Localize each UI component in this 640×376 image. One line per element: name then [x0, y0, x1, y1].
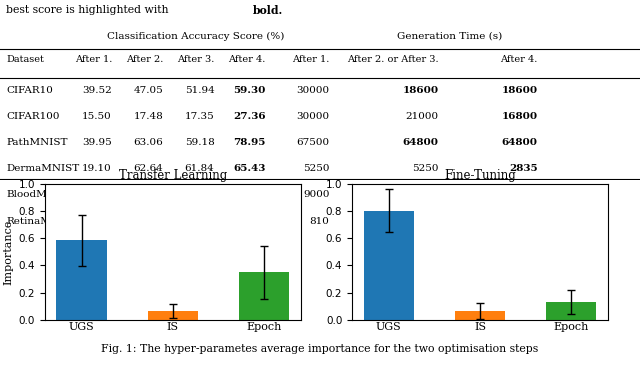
- Text: 9000: 9000: [303, 190, 330, 199]
- Text: 17.48: 17.48: [134, 112, 163, 121]
- Text: 18600: 18600: [403, 86, 438, 95]
- Text: best score is highlighted with: best score is highlighted with: [6, 5, 172, 15]
- Text: 64800: 64800: [403, 138, 438, 147]
- Text: 64800: 64800: [502, 138, 538, 147]
- Text: 2835: 2835: [509, 164, 538, 173]
- Text: 47.45: 47.45: [233, 217, 266, 226]
- Text: PathMNIST: PathMNIST: [6, 138, 68, 147]
- Text: 74.97: 74.97: [134, 190, 163, 199]
- Text: 17.35: 17.35: [185, 112, 214, 121]
- Text: After 2. or After 3.: After 2. or After 3.: [347, 55, 438, 64]
- Text: After 4.: After 4.: [500, 55, 538, 64]
- Text: 5250: 5250: [303, 164, 330, 173]
- Bar: [239, 272, 289, 320]
- Text: 18600: 18600: [502, 86, 538, 95]
- Text: 16800: 16800: [502, 112, 538, 121]
- Text: After 2.: After 2.: [126, 55, 163, 64]
- Text: Fig. 1: The hyper-parametes average importance for the two optimisation steps: Fig. 1: The hyper-parametes average impo…: [101, 344, 539, 354]
- Bar: [56, 240, 107, 320]
- Text: 78.95: 78.95: [233, 138, 266, 147]
- Y-axis label: Importance: Importance: [3, 219, 13, 285]
- Bar: [455, 311, 505, 320]
- Text: 63.06: 63.06: [134, 138, 163, 147]
- Bar: [148, 311, 198, 320]
- Bar: [364, 211, 414, 320]
- Text: Dataset: Dataset: [6, 55, 44, 64]
- Text: 7920: 7920: [509, 190, 538, 199]
- Text: 62.64: 62.64: [134, 164, 163, 173]
- Text: 59.18: 59.18: [185, 138, 214, 147]
- Text: 40.75: 40.75: [134, 217, 163, 226]
- Text: After 1.: After 1.: [75, 55, 112, 64]
- Text: 39.95: 39.95: [83, 138, 112, 147]
- Text: Classification Accuracy Score (%): Classification Accuracy Score (%): [106, 32, 284, 41]
- Text: 61.84: 61.84: [185, 164, 214, 173]
- Text: After 1.: After 1.: [292, 55, 330, 64]
- Text: 39.52: 39.52: [83, 86, 112, 95]
- Text: 59.30: 59.30: [233, 86, 266, 95]
- Text: 73.89: 73.89: [83, 190, 112, 199]
- Text: 65.43: 65.43: [233, 164, 266, 173]
- Text: 78.98: 78.98: [185, 190, 214, 199]
- Text: BloodMNIST: BloodMNIST: [6, 190, 74, 199]
- Bar: [546, 302, 596, 320]
- Text: Generation Time (s): Generation Time (s): [397, 32, 502, 41]
- Text: DermaMNIST: DermaMNIST: [6, 164, 79, 173]
- Text: 486: 486: [516, 217, 538, 226]
- Text: 8460: 8460: [412, 190, 438, 199]
- Text: 810: 810: [310, 217, 330, 226]
- Text: CIFAR100: CIFAR100: [6, 112, 60, 121]
- Text: 5250: 5250: [412, 164, 438, 173]
- Text: 86.20: 86.20: [233, 190, 266, 199]
- Text: 41.74: 41.74: [185, 217, 214, 226]
- Text: 600: 600: [419, 217, 438, 226]
- Text: 37.00: 37.00: [83, 217, 112, 226]
- Text: 30000: 30000: [296, 86, 330, 95]
- Text: 19.10: 19.10: [83, 164, 112, 173]
- Text: 47.05: 47.05: [134, 86, 163, 95]
- Text: 30000: 30000: [296, 112, 330, 121]
- Text: 27.36: 27.36: [233, 112, 266, 121]
- Text: 67500: 67500: [296, 138, 330, 147]
- Text: RetinaMNIST: RetinaMNIST: [6, 217, 79, 226]
- Text: 51.94: 51.94: [185, 86, 214, 95]
- Text: bold.: bold.: [253, 5, 283, 17]
- Text: CIFAR10: CIFAR10: [6, 86, 53, 95]
- Text: After 3.: After 3.: [177, 55, 214, 64]
- Text: After 4.: After 4.: [228, 55, 266, 64]
- Text: 15.50: 15.50: [83, 112, 112, 121]
- Title: Fine-Tuning: Fine-Tuning: [444, 169, 516, 182]
- Title: Transfer Learning: Transfer Learning: [118, 169, 227, 182]
- Text: 21000: 21000: [405, 112, 438, 121]
